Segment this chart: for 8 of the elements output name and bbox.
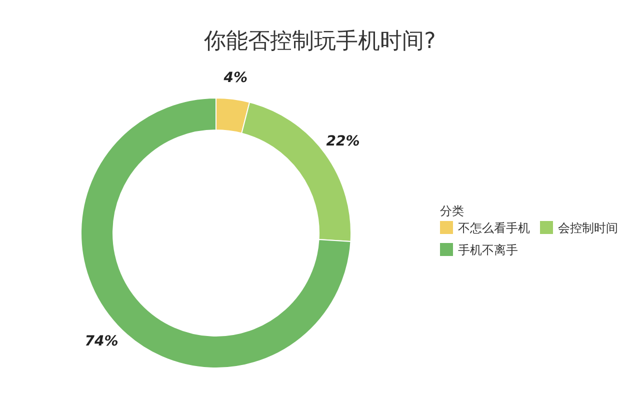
data-label: 22% xyxy=(326,134,360,150)
legend-title: 分类 xyxy=(440,204,464,218)
data-label: 4% xyxy=(222,70,248,86)
legend-label: 不怎么看手机 xyxy=(458,221,530,235)
legend-label: 手机不离手 xyxy=(458,243,518,257)
legend-label: 会控制时间 xyxy=(558,221,618,235)
chart-title: 你能否控制玩手机时间? xyxy=(203,29,436,54)
data-label: 74% xyxy=(84,333,118,350)
